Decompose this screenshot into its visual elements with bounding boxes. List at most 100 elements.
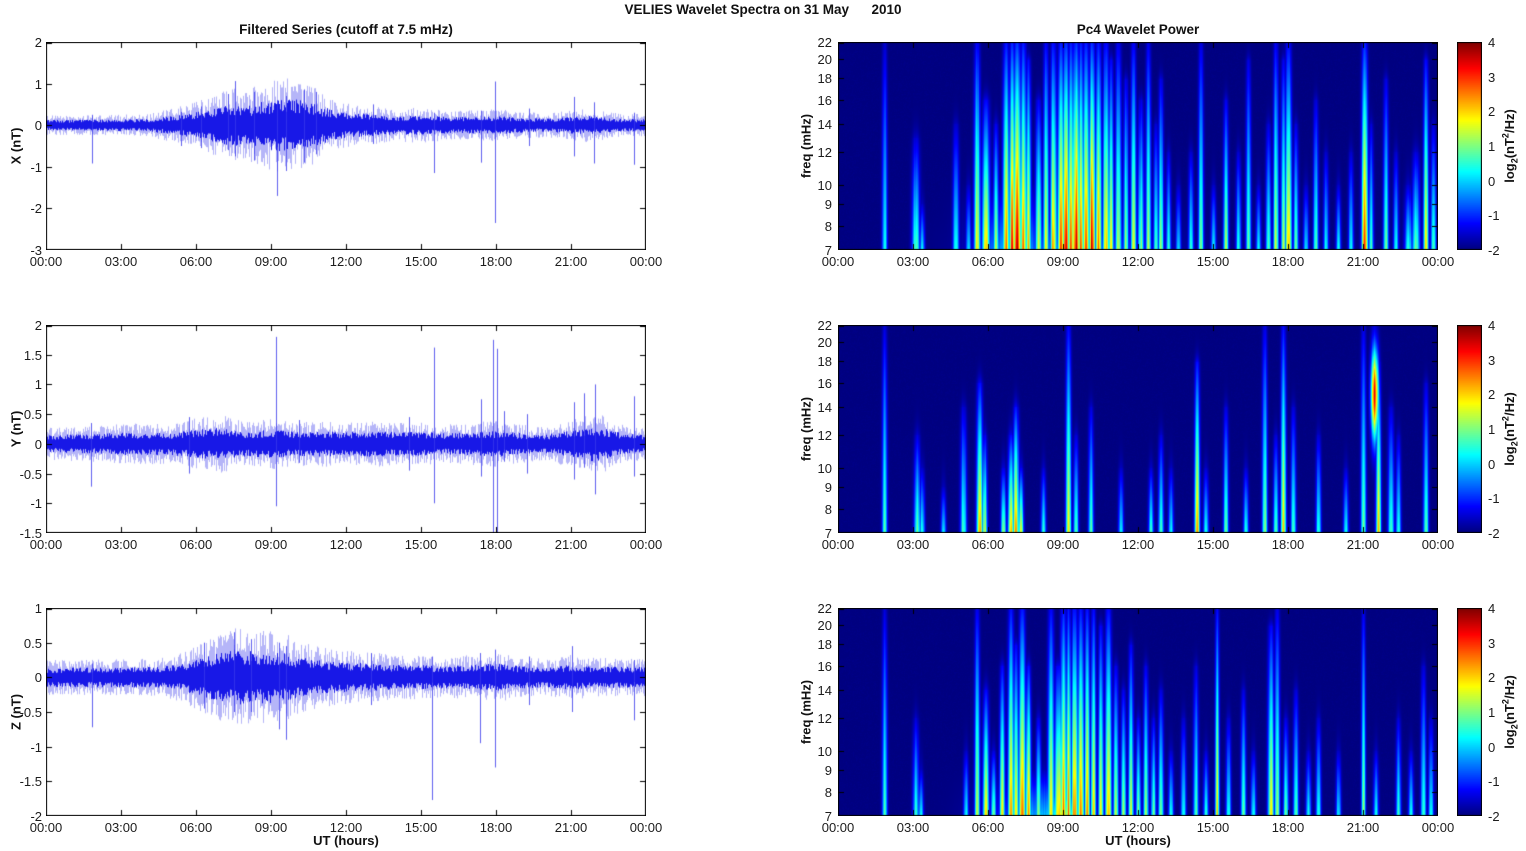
y-tick-label: 8 <box>824 501 832 517</box>
y-tick-label: 14 <box>817 117 832 133</box>
x-tick-label: 00:00 <box>629 537 663 552</box>
y-tick-label: 16 <box>817 375 832 391</box>
ut-hours-label-right: UT (hours) <box>1105 833 1171 848</box>
z-wavelet-canvas <box>838 608 1438 816</box>
y-tick-label: 0 <box>34 118 42 134</box>
y-tick-label: -1.5 <box>19 526 42 541</box>
x-tick-label: 00:00 <box>629 254 663 269</box>
y-tick-label: 22 <box>817 35 832 50</box>
x-tick-label: 06:00 <box>971 820 1005 835</box>
y-tick-label: 7 <box>824 243 832 258</box>
x-tick-label: 21:00 <box>1346 537 1380 552</box>
y-tick-label: 14 <box>817 683 832 699</box>
x-tick-label: 06:00 <box>971 537 1005 552</box>
colorbar-x-canvas <box>1457 42 1482 250</box>
colorbar-label-1: log2(nT2/Hz) <box>1500 109 1520 183</box>
x-tick-label: 09:00 <box>1046 537 1080 552</box>
y-tick-label: 1.5 <box>23 347 42 363</box>
x-tick-label: 03:00 <box>104 537 138 552</box>
x-tick-label: 15:00 <box>1196 820 1230 835</box>
y-tick-label: 2 <box>34 35 42 50</box>
y-tick-label: -1 <box>30 739 42 755</box>
ut-hours-label-left: UT (hours) <box>313 833 379 848</box>
x-tick-label: 00:00 <box>1421 537 1455 552</box>
y-tick-label: 12 <box>817 711 832 727</box>
y-tick-label: -1 <box>30 496 42 512</box>
colorbar-label-2: log2(nT2/Hz) <box>1500 392 1520 466</box>
x-tick-label: 00:00 <box>821 537 855 552</box>
y-tick-label: 1 <box>34 76 42 92</box>
colorbar-tick-label: -2 <box>1488 243 1500 258</box>
colorbar-label-3: log2(nT2/Hz) <box>1500 675 1520 749</box>
x-tick-label: 09:00 <box>254 254 288 269</box>
colorbar-tick-label: -1 <box>1488 491 1500 507</box>
colorbar-tick-label: -2 <box>1488 809 1500 824</box>
x-tick-label: 00:00 <box>629 820 663 835</box>
y-tick-label: 18 <box>817 71 832 87</box>
colorbar-x <box>1457 42 1482 250</box>
x-wavelet-canvas <box>838 42 1438 250</box>
y-tick-label: 22 <box>817 601 832 616</box>
x-tick-label: 03:00 <box>104 254 138 269</box>
y-tick-label: 2 <box>34 318 42 333</box>
x-tick-label: 18:00 <box>479 820 513 835</box>
z-timeseries-canvas <box>46 608 646 816</box>
y-tick-label: 20 <box>817 52 832 68</box>
x-tick-label: 12:00 <box>1121 820 1155 835</box>
y-tick-label: 0 <box>34 670 42 686</box>
x-tick-label: 09:00 <box>254 820 288 835</box>
x-tick-label: 00:00 <box>1421 254 1455 269</box>
y-tick-label: 0 <box>34 436 42 452</box>
y-tick-label: 16 <box>817 658 832 674</box>
y-tick-label: 8 <box>824 218 832 234</box>
x-tick-label: 12:00 <box>329 537 363 552</box>
y-tick-label: 10 <box>817 744 832 760</box>
colorbar-z <box>1457 608 1482 816</box>
colorbar-tick-label: 0 <box>1488 456 1496 472</box>
x-tick-label: 12:00 <box>329 254 363 269</box>
panel-y-wavelet <box>838 325 1438 533</box>
x-timeseries-canvas <box>46 42 646 250</box>
left-column-title: Filtered Series (cutoff at 7.5 mHz) <box>239 22 453 37</box>
y-wavelet-canvas <box>838 325 1438 533</box>
x-tick-label: 09:00 <box>254 537 288 552</box>
x-tick-label: 03:00 <box>104 820 138 835</box>
y-tick-label: 18 <box>817 637 832 653</box>
y-tick-label: 9 <box>824 197 832 213</box>
panel-x-timeseries <box>46 42 646 250</box>
y-tick-label: 12 <box>817 145 832 161</box>
y-tick-label: 20 <box>817 335 832 351</box>
colorbar-tick-label: 4 <box>1488 601 1496 616</box>
x-tick-label: 21:00 <box>1346 254 1380 269</box>
x-tick-label: 09:00 <box>1046 254 1080 269</box>
x-tick-label: 21:00 <box>1346 820 1380 835</box>
colorbar-tick-label: 4 <box>1488 318 1496 333</box>
y-tick-label: 0.5 <box>23 407 42 423</box>
colorbar-tick-label: 1 <box>1488 422 1496 437</box>
x-tick-label: 00:00 <box>1421 820 1455 835</box>
panel-z-timeseries <box>46 608 646 816</box>
colorbar-tick-label: -1 <box>1488 774 1500 790</box>
y-tick-label: -1 <box>30 159 42 175</box>
x-tick-label: 12:00 <box>1121 254 1155 269</box>
x-tick-label: 21:00 <box>554 820 588 835</box>
colorbar-tick-label: 1 <box>1488 139 1496 154</box>
y-tick-label: 1 <box>34 377 42 393</box>
y-tick-label: 20 <box>817 618 832 634</box>
colorbar-tick-label: 2 <box>1488 670 1496 686</box>
x-tick-label: 18:00 <box>1271 254 1305 269</box>
panel-y-timeseries <box>46 325 646 533</box>
y-tick-label: 9 <box>824 480 832 496</box>
x-tick-label: 00:00 <box>29 537 63 552</box>
y-tick-label: 7 <box>824 526 832 541</box>
x-tick-label: 00:00 <box>821 254 855 269</box>
x-tick-label: 03:00 <box>896 820 930 835</box>
x-tick-label: 12:00 <box>329 820 363 835</box>
y-tick-label: 22 <box>817 318 832 333</box>
panel-z-wavelet <box>838 608 1438 816</box>
y-tick-label: -2 <box>30 201 42 217</box>
x-tick-label: 03:00 <box>896 254 930 269</box>
colorbar-tick-label: 0 <box>1488 173 1496 189</box>
y-tick-label: 16 <box>817 92 832 108</box>
y-tick-label: 10 <box>817 461 832 477</box>
